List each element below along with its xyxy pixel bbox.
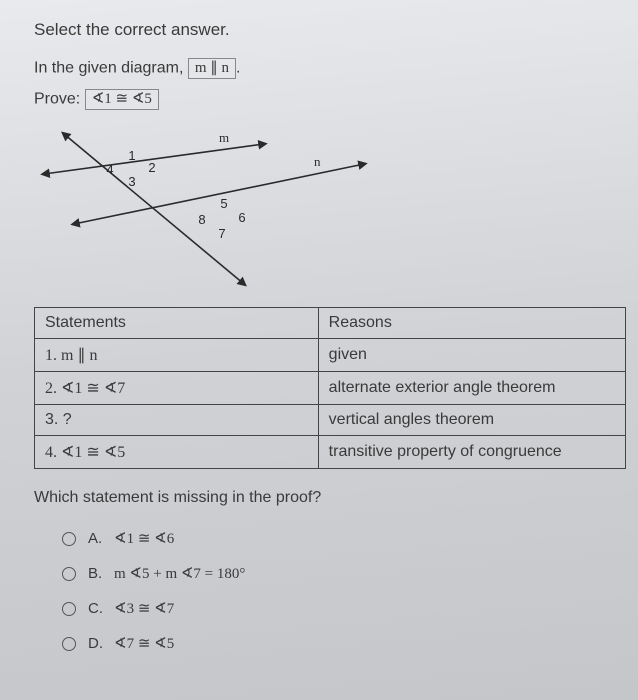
option-letter: B. (88, 565, 114, 582)
stmt-cell: 4. ∢1 ≅ ∢5 (35, 436, 319, 469)
instruction-text: Select the correct answer. (34, 20, 612, 40)
stmt-cell: 2. ∢1 ≅ ∢7 (35, 372, 319, 405)
stmt-cell: 3. ? (35, 405, 319, 436)
svg-text:6: 6 (238, 210, 245, 225)
question-text: Which statement is missing in the proof? (34, 489, 612, 507)
radio-icon[interactable] (62, 532, 76, 546)
svg-text:4: 4 (106, 162, 113, 177)
svg-text:n: n (314, 154, 321, 169)
worksheet-page: Select the correct answer. In the given … (0, 0, 638, 700)
reason-cell: transitive property of congruence (318, 436, 625, 469)
geometry-diagram: m n 1234 5678 (34, 124, 374, 294)
option-c[interactable]: C. ∢3 ≅ ∢7 (62, 599, 612, 618)
prove-prefix: Prove: (34, 91, 80, 108)
option-letter: A. (88, 530, 114, 547)
svg-text:m: m (219, 130, 229, 145)
option-text: ∢7 ≅ ∢5 (114, 634, 174, 653)
period: . (236, 60, 240, 77)
option-letter: D. (88, 635, 114, 652)
table-header-row: Statements Reasons (35, 308, 626, 339)
svg-text:2: 2 (148, 160, 155, 175)
option-a[interactable]: A. ∢1 ≅ ∢6 (62, 529, 612, 548)
table-row: 3. ? vertical angles theorem (35, 405, 626, 436)
reason-cell: vertical angles theorem (318, 405, 625, 436)
option-text: ∢1 ≅ ∢6 (114, 529, 174, 548)
svg-text:5: 5 (220, 196, 227, 211)
radio-icon[interactable] (62, 637, 76, 651)
option-text: ∢3 ≅ ∢7 (114, 599, 174, 618)
radio-icon[interactable] (62, 602, 76, 616)
table-row: 2. ∢1 ≅ ∢7 alternate exterior angle theo… (35, 372, 626, 405)
header-reasons: Reasons (318, 308, 625, 339)
svg-text:8: 8 (198, 212, 205, 227)
svg-text:3: 3 (128, 174, 135, 189)
given-prefix: In the given diagram, (34, 60, 183, 77)
proof-table: Statements Reasons 1. m ∥ n given 2. ∢1 … (34, 307, 626, 469)
option-letter: C. (88, 600, 114, 617)
table-row: 4. ∢1 ≅ ∢5 transitive property of congru… (35, 436, 626, 469)
options-group: A. ∢1 ≅ ∢6 B. m ∢5 + m ∢7 = 180° C. ∢3 ≅… (34, 529, 612, 653)
reason-cell: alternate exterior angle theorem (318, 372, 625, 405)
option-text: m ∢5 + m ∢7 = 180° (114, 564, 245, 583)
svg-text:1: 1 (128, 148, 135, 163)
content-area: Select the correct answer. In the given … (0, 0, 638, 689)
table-row: 1. m ∥ n given (35, 339, 626, 372)
given-math: m ∥ n (188, 58, 236, 79)
reason-cell: given (318, 339, 625, 372)
radio-icon[interactable] (62, 567, 76, 581)
stmt-cell: 1. m ∥ n (35, 339, 319, 372)
option-d[interactable]: D. ∢7 ≅ ∢5 (62, 634, 612, 653)
option-b[interactable]: B. m ∢5 + m ∢7 = 180° (62, 564, 612, 583)
given-line: In the given diagram, m ∥ n. (34, 58, 612, 79)
header-statements: Statements (35, 308, 319, 339)
prove-math: ∢1 ≅ ∢5 (85, 89, 159, 110)
svg-text:7: 7 (218, 226, 225, 241)
prove-line: Prove: ∢1 ≅ ∢5 (34, 89, 612, 110)
